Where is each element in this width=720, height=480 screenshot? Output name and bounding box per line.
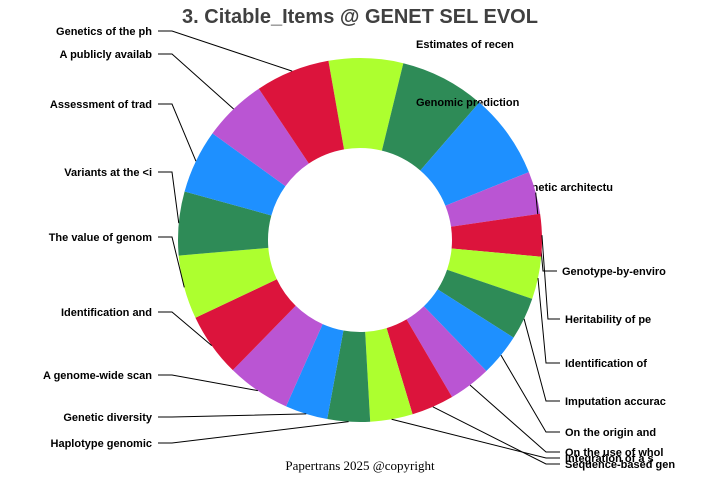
slice-label-14: A genome-wide scan	[43, 370, 152, 382]
leader-line-20	[158, 30, 293, 72]
leader-line-14	[158, 374, 258, 392]
slice-label-2: Genomic prediction	[416, 97, 520, 109]
slice-13	[286, 324, 344, 420]
slice-label-12: Haplotype genomic	[51, 438, 152, 450]
leader-line-6	[537, 278, 560, 364]
slice-label-7: Imputation accurac	[565, 396, 666, 408]
slice-label-16: The value of genom	[49, 232, 153, 244]
slice-label-13: Genetic diversity	[63, 412, 153, 424]
slice-19	[212, 88, 309, 187]
slice-18	[184, 133, 286, 216]
slice-3	[420, 102, 529, 206]
slice-label-8: On the origin and	[565, 427, 656, 439]
slice-label-20: Genetics of the ph	[56, 26, 152, 38]
slice-1	[328, 58, 404, 151]
slice-7	[437, 269, 533, 338]
slice-8	[423, 289, 514, 372]
slice-4	[445, 172, 541, 227]
leader-line-8	[500, 354, 560, 433]
slice-5	[451, 213, 542, 257]
leader-line-19	[158, 53, 234, 110]
slice-11	[365, 328, 413, 422]
slice-16	[178, 247, 277, 318]
slice-label-5: Heritability of pe	[565, 314, 651, 326]
leader-line-13	[158, 413, 307, 418]
slice-label-10: Sequence-based gen	[565, 459, 675, 471]
leader-line-18	[158, 103, 197, 162]
leader-line-17	[158, 171, 180, 224]
leader-line-12	[158, 421, 349, 444]
slice-label-9: On the use of whol	[565, 447, 663, 459]
slice-9	[406, 306, 487, 398]
slice-label-4: Genotype-by-enviro	[562, 266, 666, 278]
slice-10	[386, 319, 453, 415]
slice-label-1: Estimates of recen	[416, 39, 514, 51]
leader-line-9	[469, 384, 560, 453]
leader-line-15	[158, 311, 213, 346]
slice-label-17: Variants at the <i	[64, 167, 152, 179]
slice-label-11: Integration of a s	[565, 453, 654, 465]
slice-2	[381, 63, 480, 171]
leader-line-11	[391, 418, 560, 459]
leader-line-16	[158, 236, 185, 288]
slice-label-6: Identification of	[565, 358, 647, 370]
slice-label-15: Identification and	[61, 307, 152, 319]
leader-line-10	[432, 406, 560, 465]
slice-20	[258, 60, 345, 164]
leader-line-7	[523, 318, 560, 402]
slice-17	[177, 191, 272, 256]
slice-14	[232, 305, 323, 407]
leader-line-5	[541, 235, 560, 320]
slice-label-18: Assessment of trad	[50, 99, 152, 111]
copyright-text: Papertrans 2025 @copyright	[285, 458, 435, 473]
slice-12	[327, 330, 371, 422]
slice-6	[447, 248, 542, 299]
chart-title: 3. Citable_Items @ GENET SEL EVOL	[182, 6, 538, 28]
slice-label-19: A publicly availab	[59, 49, 152, 61]
slice-label-3: Genetic architectu	[517, 182, 613, 194]
slice-15	[195, 279, 296, 371]
